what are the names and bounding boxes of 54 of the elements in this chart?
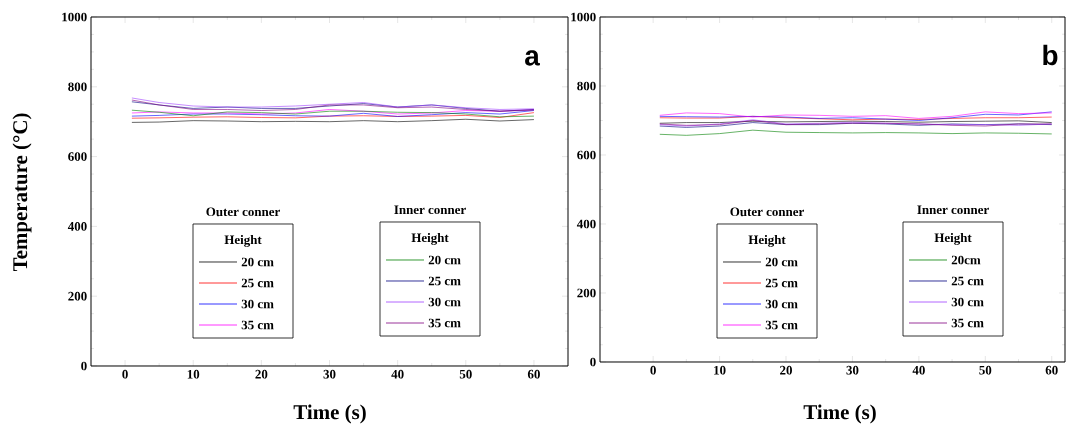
legend-label: 35 cm xyxy=(765,320,798,330)
legend-label: 30 cm xyxy=(951,297,984,307)
x-tick-label: 40 xyxy=(391,369,404,379)
x-tick-label: 0 xyxy=(650,365,656,375)
legend-label: 30 cm xyxy=(241,299,274,309)
legend-title: Height xyxy=(224,235,262,247)
x-tick-label: 60 xyxy=(1045,365,1058,375)
annotation: Inner conner xyxy=(917,205,989,215)
legend-label: 25 cm xyxy=(951,276,984,286)
y-tick-label: 400 xyxy=(67,222,87,231)
y-tick-label: 200 xyxy=(68,291,87,301)
legend-label: 30 cm xyxy=(765,299,798,309)
legend-label: 35 cm xyxy=(428,318,461,328)
legend-label: 30 cm xyxy=(428,297,461,307)
legend-label: 25 cm xyxy=(428,276,461,286)
text: Height xyxy=(411,233,449,245)
y-tick-label: 1000 xyxy=(571,12,596,22)
text: Height xyxy=(934,233,972,245)
annotation: Outer conner xyxy=(730,207,804,217)
y-tick-label: 600 xyxy=(577,150,596,160)
x-tick-label: 50 xyxy=(979,365,992,375)
y-tick-label: 400 xyxy=(576,219,596,229)
x-axis-title: Time (s) xyxy=(803,404,876,424)
x-tick-label: 10 xyxy=(187,369,200,379)
y-tick-label: 600 xyxy=(68,152,87,161)
y-tick-label: 1000 xyxy=(62,12,87,22)
x-tick-label: 40 xyxy=(912,365,925,375)
x-tick-label: 20 xyxy=(255,369,268,379)
legend-title: Height xyxy=(748,235,786,247)
x-tick-label: 0 xyxy=(122,369,128,379)
annotation: Inner conner xyxy=(394,205,466,215)
legend-label: 20 cm xyxy=(428,255,461,265)
y-axis-title: Temperature (°C) xyxy=(12,113,32,272)
x-tick-label: 30 xyxy=(846,365,859,375)
x-tick-label: 10 xyxy=(714,365,726,375)
legend-label: 20 cm xyxy=(765,257,798,267)
legend-label: 20cm xyxy=(951,255,981,265)
legend-label: 25 cm xyxy=(765,278,798,288)
text: b xyxy=(1043,44,1058,66)
legend-label: 35 cm xyxy=(951,318,984,328)
legend-label: 20 cm xyxy=(241,257,274,267)
x-tick-label: 60 xyxy=(527,369,540,379)
y-tick-label: 0 xyxy=(590,357,596,367)
legend-label: 35 cm xyxy=(241,320,274,330)
annotation: Outer conner xyxy=(206,207,280,217)
text: a xyxy=(525,50,540,66)
y-tick-label: 200 xyxy=(577,288,596,298)
x-axis-title: Time (s) xyxy=(293,404,366,424)
y-tick-label: 800 xyxy=(68,82,87,92)
y-tick-label: 800 xyxy=(577,81,596,91)
x-tick-label: 30 xyxy=(323,369,336,379)
x-tick-label: 20 xyxy=(780,365,792,375)
x-tick-label: 50 xyxy=(459,369,472,379)
legend-label: 25 cm xyxy=(241,278,274,288)
